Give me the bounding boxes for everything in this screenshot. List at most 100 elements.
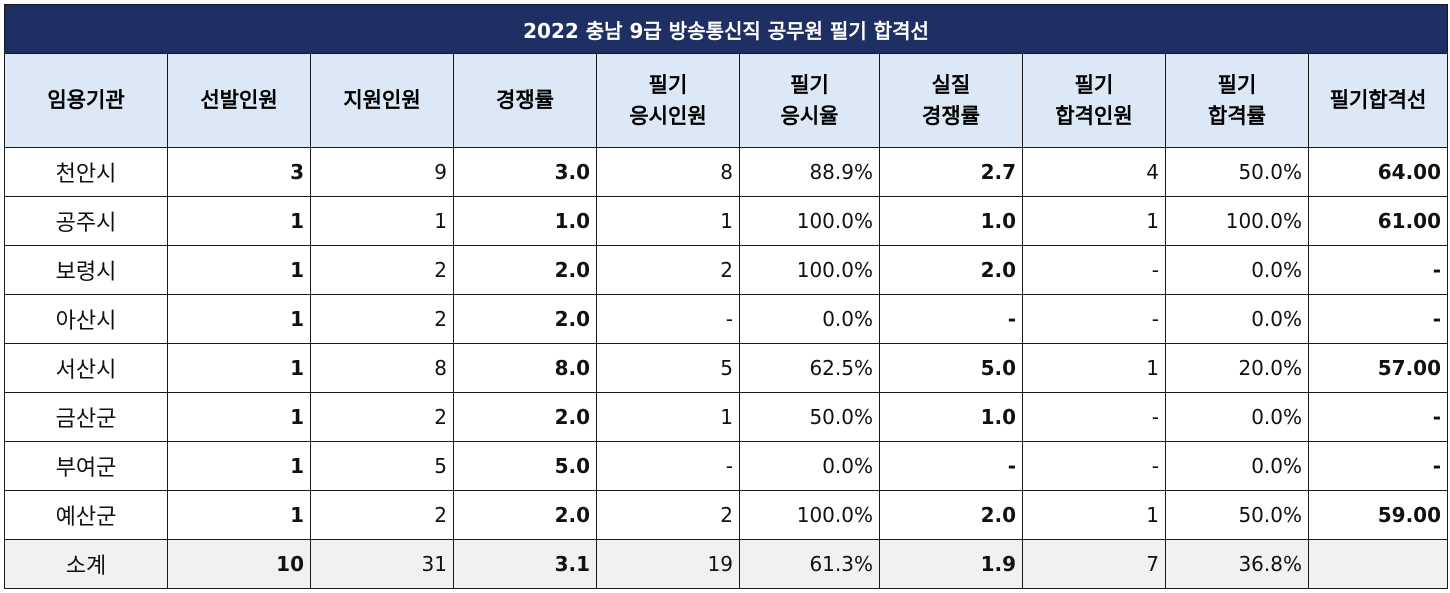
value-cell: 5.0	[879, 343, 1023, 393]
column-header-line: 임용기관	[47, 88, 125, 112]
value-cell: 9	[310, 147, 454, 197]
value-cell: 50.0%	[739, 392, 880, 442]
value-cell: 20.0%	[1165, 343, 1309, 393]
value-cell: 1	[1022, 196, 1166, 246]
value-cell: 1	[1022, 343, 1166, 393]
value-cell: 1	[596, 392, 740, 442]
value-cell: 19	[596, 539, 740, 589]
cutoff-table: 2022 충남 9급 방송통신직 공무원 필기 합격선 임용기관 선발인원 지원인원…	[3, 4, 1449, 589]
table-row: 천안시 3 9 3.0 8 88.9% 2.7 4 50.0% 64.00	[4, 147, 1449, 197]
agency-name-cell: 소계	[4, 539, 168, 589]
value-cell: 2.0	[879, 245, 1023, 295]
value-cell: 1.0	[453, 196, 597, 246]
cutoff-score-cell	[1307, 539, 1449, 589]
value-cell: 1	[167, 294, 311, 344]
column-header-line: 필기합격선	[1329, 88, 1427, 112]
column-header-line: 선발인원	[200, 88, 278, 112]
value-cell: 1	[310, 196, 454, 246]
value-cell: 3.0	[453, 147, 597, 197]
value-cell: 2.0	[879, 490, 1023, 540]
column-header-line: 필기	[1074, 72, 1114, 97]
value-cell: 5	[596, 343, 740, 393]
value-cell: 1	[596, 196, 740, 246]
column-header: 지원인원	[310, 53, 454, 148]
table-row: 아산시 1 2 2.0-0.0% - -0.0% -	[4, 294, 1449, 344]
value-cell: 10	[167, 539, 311, 589]
value-cell: 0.0%	[1165, 441, 1309, 491]
value-cell: 0.0%	[1165, 294, 1309, 344]
value-cell: -	[879, 441, 1023, 491]
value-cell: 1	[167, 343, 311, 393]
value-cell: 2	[310, 245, 454, 295]
cutoff-score-cell: 59.00	[1307, 490, 1449, 540]
cutoff-score-cell: 64.00	[1307, 147, 1449, 197]
cutoff-score-cell: 61.00	[1307, 196, 1449, 246]
column-header-line: 필기	[1217, 72, 1257, 97]
value-cell: 0.0%	[1165, 392, 1309, 442]
value-cell: 100.0%	[739, 490, 880, 540]
value-cell: 2.0	[453, 392, 597, 442]
column-header-line: 경쟁률	[922, 103, 980, 128]
column-header-line: 합격인원	[1055, 103, 1133, 128]
cutoff-table-container: 2022 충남 9급 방송통신직 공무원 필기 합격선 임용기관 선발인원 지원인원…	[3, 4, 1449, 589]
value-cell: 1	[167, 245, 311, 295]
table-body: 천안시 3 9 3.0 8 88.9% 2.7 4 50.0% 64.00 공주시 1 1 1.0 1 100…	[4, 147, 1449, 589]
agency-name-cell: 공주시	[4, 196, 168, 246]
value-cell: 1	[1022, 490, 1166, 540]
column-header: 임용기관	[4, 53, 168, 148]
value-cell: 1	[167, 441, 311, 491]
value-cell: 100.0%	[1165, 196, 1309, 246]
table-row: 금산군 1 2 2.0 1 50.0% 1.0-0.0% -	[4, 392, 1449, 442]
value-cell: 2.0	[453, 490, 597, 540]
value-cell: 7	[1022, 539, 1166, 589]
value-cell: 1.0	[879, 392, 1023, 442]
value-cell: 1.9	[879, 539, 1023, 589]
value-cell: 2.7	[879, 147, 1023, 197]
agency-name-cell: 금산군	[4, 392, 168, 442]
value-cell: 2.0	[453, 245, 597, 295]
cutoff-score-cell: 57.00	[1307, 343, 1449, 393]
cutoff-score-cell: -	[1307, 245, 1449, 295]
header-row: 임용기관 선발인원 지원인원 경쟁률 필기 응시인원 필기 응시율 실질 경쟁률 필기 합격인원 필기 합…	[4, 53, 1449, 148]
value-cell: -	[1022, 294, 1166, 344]
value-cell: 100.0%	[739, 196, 880, 246]
table-row: 서산시 1 8 8.0 5 62.5% 5.0 1 20.0% 57.00	[4, 343, 1449, 393]
value-cell: 3	[167, 147, 311, 197]
column-header-line: 응시율	[780, 103, 839, 128]
value-cell: 36.8%	[1165, 539, 1309, 589]
agency-name-cell: 서산시	[4, 343, 168, 393]
column-header-line: 필기	[790, 72, 829, 97]
value-cell: 1	[167, 196, 311, 246]
value-cell: 50.0%	[1165, 490, 1309, 540]
value-cell: 0.0%	[1165, 245, 1309, 295]
column-header-line: 응시인원	[629, 103, 707, 128]
value-cell: 2.0	[453, 294, 597, 344]
value-cell: 100.0%	[739, 245, 880, 295]
value-cell: 3.1	[453, 539, 597, 589]
column-header-line: 합격률	[1208, 103, 1266, 128]
cutoff-score-cell: -	[1307, 294, 1449, 344]
column-header: 필기합격선	[1307, 53, 1449, 148]
value-cell: 2	[310, 490, 454, 540]
column-header-line: 경쟁률	[496, 88, 554, 112]
value-cell: 2	[310, 294, 454, 344]
value-cell: 8.0	[453, 343, 597, 393]
value-cell: 62.5%	[739, 343, 880, 393]
value-cell: 5.0	[453, 441, 597, 491]
table-row: 부여군 1 5 5.0-0.0% - -0.0% -	[4, 441, 1449, 491]
agency-name-cell: 천안시	[4, 147, 168, 197]
agency-name-cell: 예산군	[4, 490, 168, 540]
value-cell: 2	[596, 245, 740, 295]
value-cell: 88.9%	[739, 147, 880, 197]
column-header-line: 필기	[648, 72, 688, 97]
value-cell: 4	[1022, 147, 1166, 197]
table-row: 보령시 1 2 2.0 2 100.0% 2.0-0.0% -	[4, 245, 1449, 295]
value-cell: 5	[310, 441, 454, 491]
value-cell: 2	[310, 392, 454, 442]
value-cell: -	[1022, 245, 1166, 295]
cutoff-score-cell: -	[1307, 392, 1449, 442]
table-title: 2022 충남 9급 방송통신직 공무원 필기 합격선	[3, 4, 1449, 54]
agency-name-cell: 부여군	[4, 441, 168, 491]
